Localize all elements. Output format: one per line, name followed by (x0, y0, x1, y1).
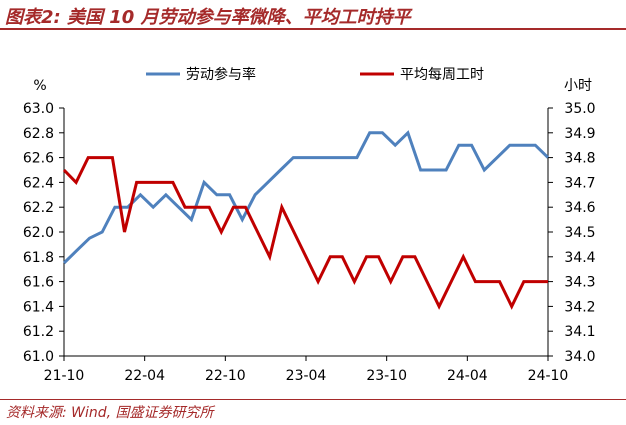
left-tick-label: 63.0 (23, 101, 54, 117)
left-tick-label: 62.6 (23, 151, 54, 167)
right-tick-label: 34.3 (564, 275, 595, 291)
x-tick-label: 21-10 (44, 368, 85, 384)
right-tick-label: 34.2 (564, 299, 595, 315)
right-tick-label: 35.0 (564, 101, 595, 117)
x-tick-label: 22-10 (205, 368, 246, 384)
x-tick-label: 23-10 (366, 368, 407, 384)
left-tick-label: 61.8 (23, 250, 54, 266)
right-tick-label: 34.6 (564, 200, 595, 216)
x-tick-label: 23-04 (286, 368, 327, 384)
left-tick-label: 61.2 (23, 324, 54, 340)
legend-hours-label: 平均每周工时 (400, 67, 484, 83)
right-tick-label: 34.1 (564, 324, 595, 340)
figure-header: 图表2: 美国 10 月劳动参与率微降、平均工时持平 (0, 0, 626, 30)
series-line-hours (62, 156, 548, 310)
right-tick-label: 34.7 (564, 175, 595, 191)
line-chart: % 小时 63.0 62.8 62.6 62.4 62.2 62.0 61.8 61.6 61.4 6… (23, 66, 596, 384)
left-tick-label: 62.4 (23, 175, 54, 191)
x-tick-label: 22-04 (124, 368, 165, 384)
left-tick-label: 62.0 (23, 225, 54, 241)
right-tick-label: 34.0 (564, 349, 595, 365)
x-tick-label: 24-10 (528, 368, 569, 384)
left-tick-label: 61.6 (23, 275, 54, 291)
legend-participation-label: 劳动参与率 (186, 66, 256, 83)
right-tick-label: 34.5 (564, 225, 595, 241)
right-tick-label: 34.9 (564, 126, 595, 142)
left-axis-unit-label: % (33, 78, 46, 94)
source-note: 资料来源: Wind, 国盛证券研究所 (6, 405, 214, 421)
right-axis-unit-label: 小时 (564, 78, 592, 94)
source-divider (0, 399, 626, 400)
left-tick-label: 61.4 (23, 299, 54, 315)
title-divider (0, 28, 626, 30)
figure-title: 图表2: 美国 10 月劳动参与率微降、平均工时持平 (5, 7, 411, 28)
right-tick-label: 34.8 (564, 151, 595, 167)
left-tick-label: 62.8 (23, 126, 54, 142)
left-tick-label: 62.2 (23, 200, 54, 216)
series-line-participation (62, 130, 550, 265)
chart-area: % 小时 63.0 62.8 62.6 62.4 62.2 62.0 61.8 61.6 61.4 6… (0, 32, 626, 398)
right-tick-label: 34.4 (564, 250, 595, 266)
x-tick-label: 24-04 (447, 368, 488, 384)
left-tick-label: 61.0 (23, 349, 54, 365)
